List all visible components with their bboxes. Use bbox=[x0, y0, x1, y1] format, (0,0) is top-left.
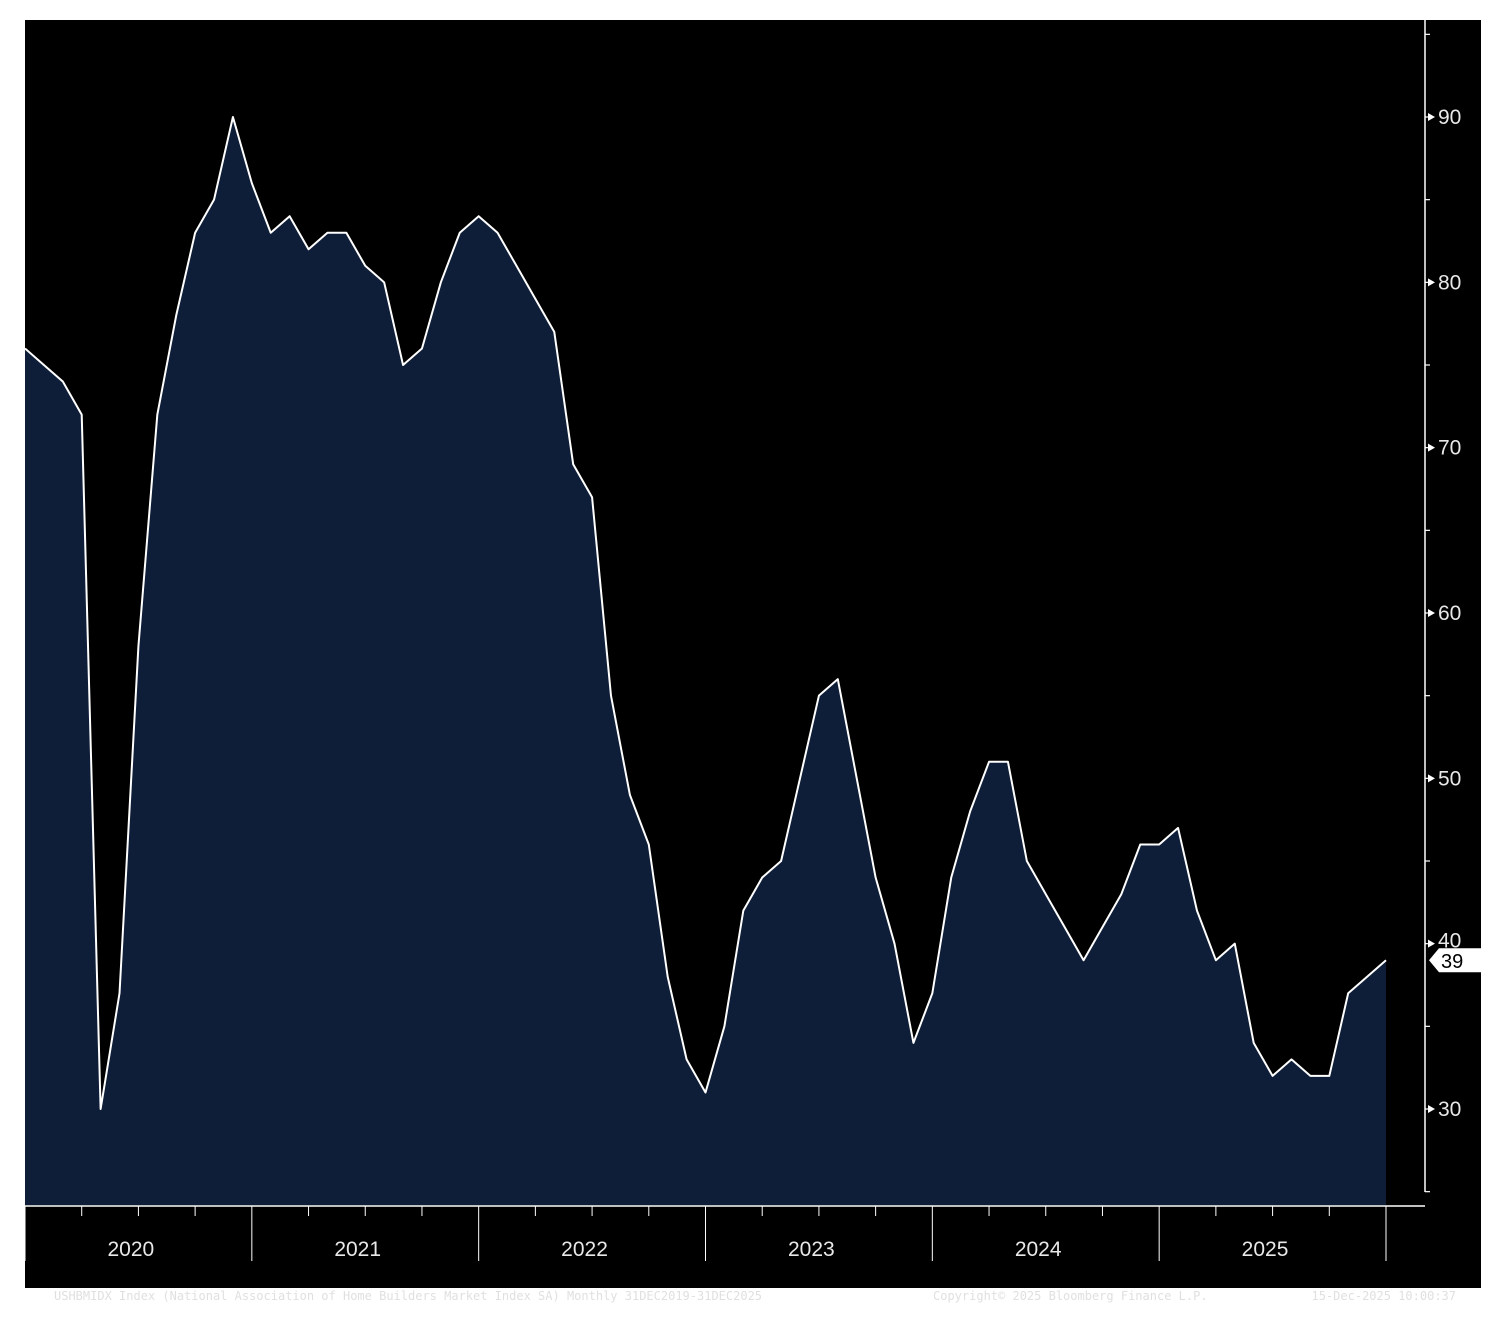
y-tick-label: 80 bbox=[1438, 271, 1461, 294]
chart-frame: 30 40 50 60 70 80 90 39 2020 2021 2022 2023 2024 2025… bbox=[25, 20, 1481, 1303]
y-tick-label: 30 bbox=[1438, 1098, 1461, 1121]
y-tick-label: 50 bbox=[1438, 767, 1461, 790]
chart-footer-timestamp: 15-Dec-2025 10:00:37 bbox=[1311, 1289, 1457, 1303]
y-tick-arrow bbox=[1428, 443, 1435, 452]
y-tick-label: 70 bbox=[1438, 437, 1461, 460]
y-tick-arrow bbox=[1428, 939, 1435, 948]
x-year-label: 2021 bbox=[334, 1238, 381, 1261]
x-year-label: 2023 bbox=[788, 1238, 835, 1261]
x-year-label: 2025 bbox=[1242, 1238, 1289, 1261]
chart-footer-title: USHBMIDX Index (National Association of … bbox=[54, 1289, 763, 1303]
series-area bbox=[25, 117, 1386, 1205]
chart-svg: 30 40 50 60 70 80 90 39 2020 2021 2022 2023 2024 2025 bbox=[25, 20, 1481, 1261]
y-tick-arrow bbox=[1428, 278, 1435, 287]
series-line bbox=[25, 116, 1387, 1110]
y-tick-arrow bbox=[1428, 113, 1435, 121]
x-year-label: 2022 bbox=[561, 1238, 608, 1261]
y-tick-arrow bbox=[1428, 609, 1435, 617]
y-tick-label: 60 bbox=[1438, 602, 1461, 625]
y-tick-label: 90 bbox=[1438, 106, 1461, 129]
chart-footer-copyright: Copyright© 2025 Bloomberg Finance L.P. bbox=[933, 1289, 1208, 1303]
y-tick-arrow bbox=[1428, 1105, 1435, 1113]
x-year-label: 2020 bbox=[108, 1238, 155, 1261]
last-value-label: 39 bbox=[1441, 951, 1463, 973]
y-tick-arrow bbox=[1428, 774, 1435, 783]
y-tick-label: 40 bbox=[1438, 930, 1461, 953]
last-value-box bbox=[1429, 948, 1481, 973]
x-year-label: 2024 bbox=[1015, 1238, 1062, 1261]
